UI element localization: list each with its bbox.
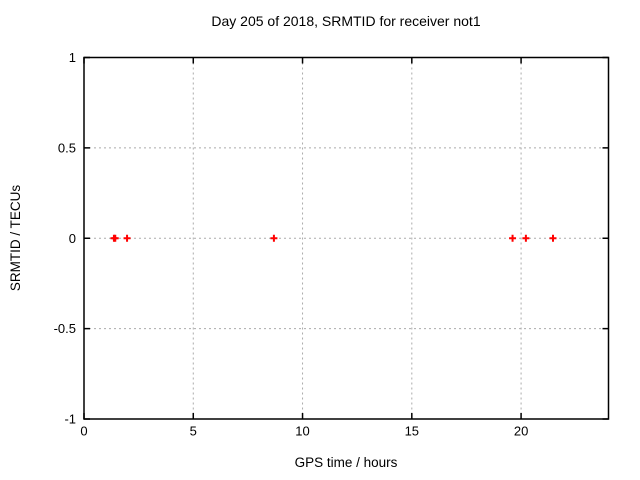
y-tick-label: 1 bbox=[69, 50, 76, 65]
y-tick-label: 0.5 bbox=[58, 140, 76, 155]
y-tick-label: -1 bbox=[64, 412, 76, 427]
x-tick-label: 10 bbox=[295, 424, 309, 439]
x-tick-label: 5 bbox=[190, 424, 197, 439]
y-tick-label: -0.5 bbox=[54, 321, 76, 336]
x-axis-label: GPS time / hours bbox=[294, 455, 398, 470]
y-tick-label: 0 bbox=[69, 231, 76, 246]
chart-title: Day 205 of 2018, SRMTID for receiver not… bbox=[211, 13, 481, 29]
x-tick-label: 20 bbox=[514, 424, 528, 439]
x-tick-label: 15 bbox=[405, 424, 419, 439]
x-tick-label: 0 bbox=[80, 424, 87, 439]
